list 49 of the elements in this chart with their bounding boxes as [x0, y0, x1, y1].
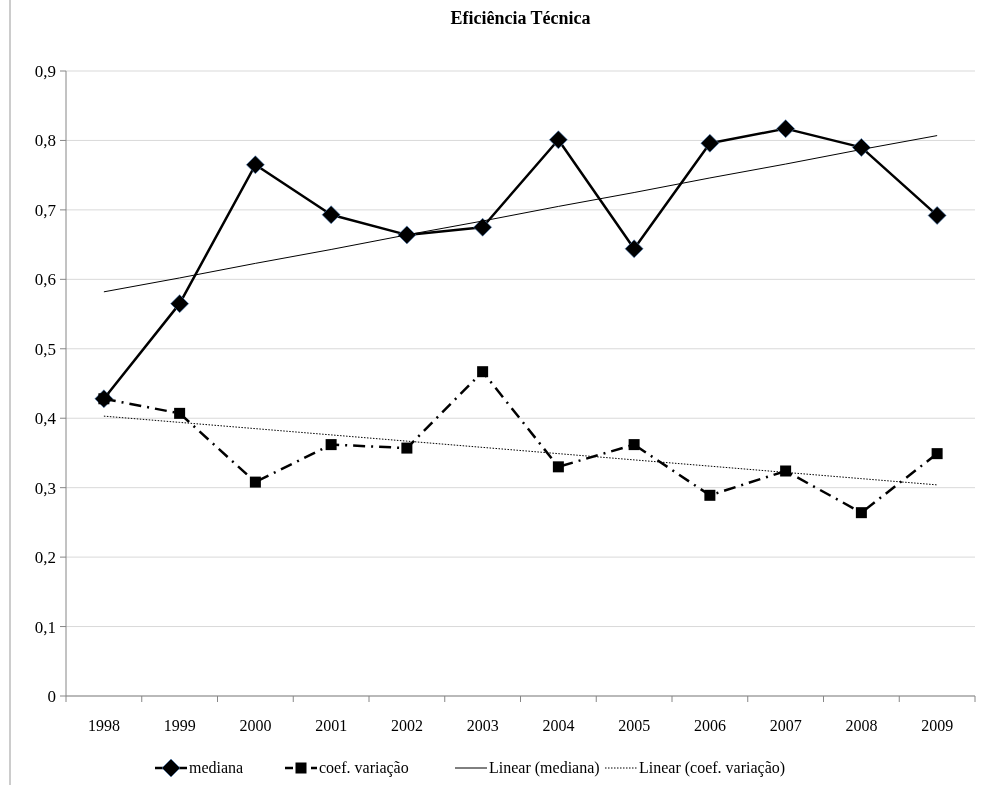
legend-label: Linear (coef. variação) [639, 759, 786, 777]
point [549, 130, 568, 150]
point [552, 461, 564, 473]
y-tick-label: 0 [47, 687, 56, 706]
x-tick-label: 2002 [390, 717, 423, 734]
point [321, 205, 341, 225]
y-tick-label: 0,8 [34, 131, 56, 151]
point [397, 225, 417, 245]
y-tick-label: 0,2 [34, 548, 56, 568]
point [174, 407, 186, 419]
x-tick-label: 2000 [239, 717, 272, 734]
point [624, 239, 644, 259]
point [855, 507, 867, 519]
point [780, 465, 792, 477]
y-tick-label: 0,3 [34, 478, 56, 498]
chart-title: Eficiência Técnica [450, 8, 591, 28]
point [325, 439, 337, 451]
legend-label: coef. variação [319, 759, 409, 777]
x-tick-label: 2006 [693, 717, 726, 734]
point [852, 138, 871, 157]
x-tick-label: 2005 [618, 717, 651, 734]
point [704, 489, 716, 501]
point [249, 476, 261, 488]
x-tick-label: 2003 [466, 717, 499, 734]
point [927, 206, 947, 225]
point [477, 366, 489, 378]
x-tick-label: 2008 [845, 717, 878, 734]
point [700, 133, 720, 153]
y-tick-label: 0,9 [34, 62, 56, 81]
x-tick-label: 2009 [921, 717, 954, 734]
y-tick-label: 0,6 [34, 270, 56, 290]
legend-label: mediana [189, 759, 244, 776]
x-tick-label: 2004 [542, 717, 575, 734]
point [776, 119, 795, 138]
point [401, 442, 413, 454]
y-tick-label: 0,4 [34, 409, 57, 429]
y-tick-label: 0,7 [34, 200, 57, 220]
point [628, 439, 640, 451]
x-tick-label: 1998 [87, 717, 120, 734]
legend-label: Linear (mediana) [489, 759, 600, 777]
y-tick-label: 0,1 [34, 617, 56, 637]
x-tick-label: 2007 [769, 717, 802, 734]
point [246, 155, 265, 175]
point [170, 294, 189, 313]
point [931, 448, 943, 460]
point [473, 217, 492, 237]
x-tick-label: 2001 [315, 717, 348, 734]
x-tick-label: 1999 [163, 717, 196, 734]
y-tick-label: 0,5 [34, 339, 56, 359]
